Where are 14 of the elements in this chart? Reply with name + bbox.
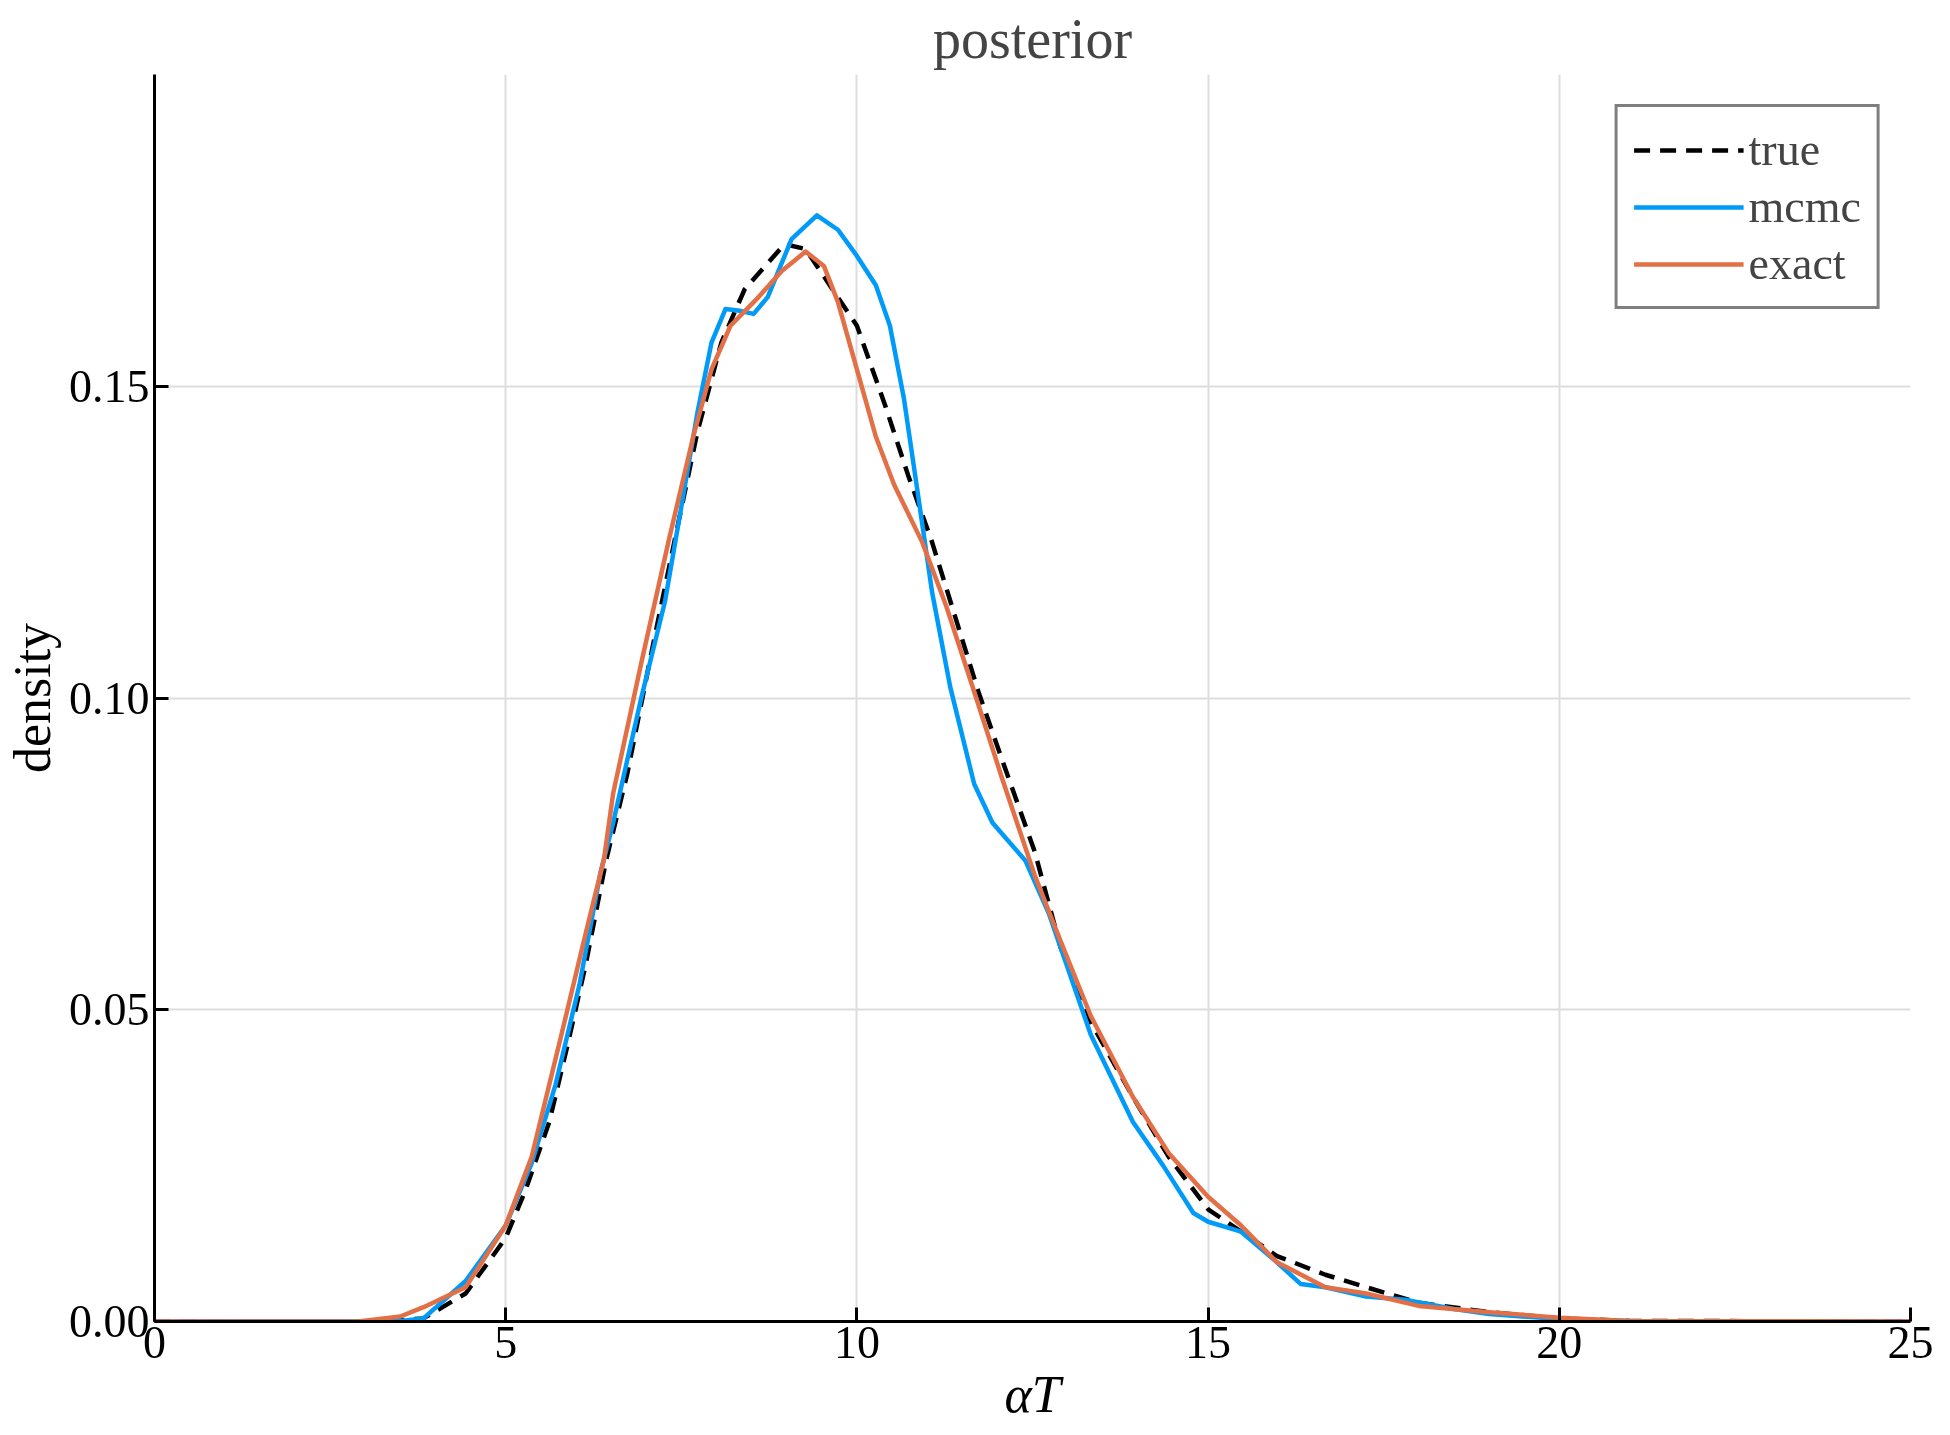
legend-label: true (1748, 123, 1821, 176)
x-tick-label: 5 (494, 1316, 518, 1368)
y-axis-title: density (4, 622, 61, 774)
y-tick-label: 0.05 (69, 984, 150, 1036)
x-tick-label: 20 (1536, 1316, 1583, 1368)
legend-label: mcmc (1748, 180, 1861, 233)
x-tick-label: 25 (1887, 1316, 1934, 1368)
y-tick-label: 0.15 (69, 360, 150, 412)
x-tick-label: 10 (833, 1316, 880, 1368)
x-tick-label: 15 (1185, 1316, 1232, 1368)
x-axis-title: αT (1004, 1365, 1064, 1423)
legend-label: exact (1748, 237, 1846, 290)
y-tick-label: 0.10 (69, 672, 150, 724)
chart-title: posterior (932, 7, 1133, 70)
